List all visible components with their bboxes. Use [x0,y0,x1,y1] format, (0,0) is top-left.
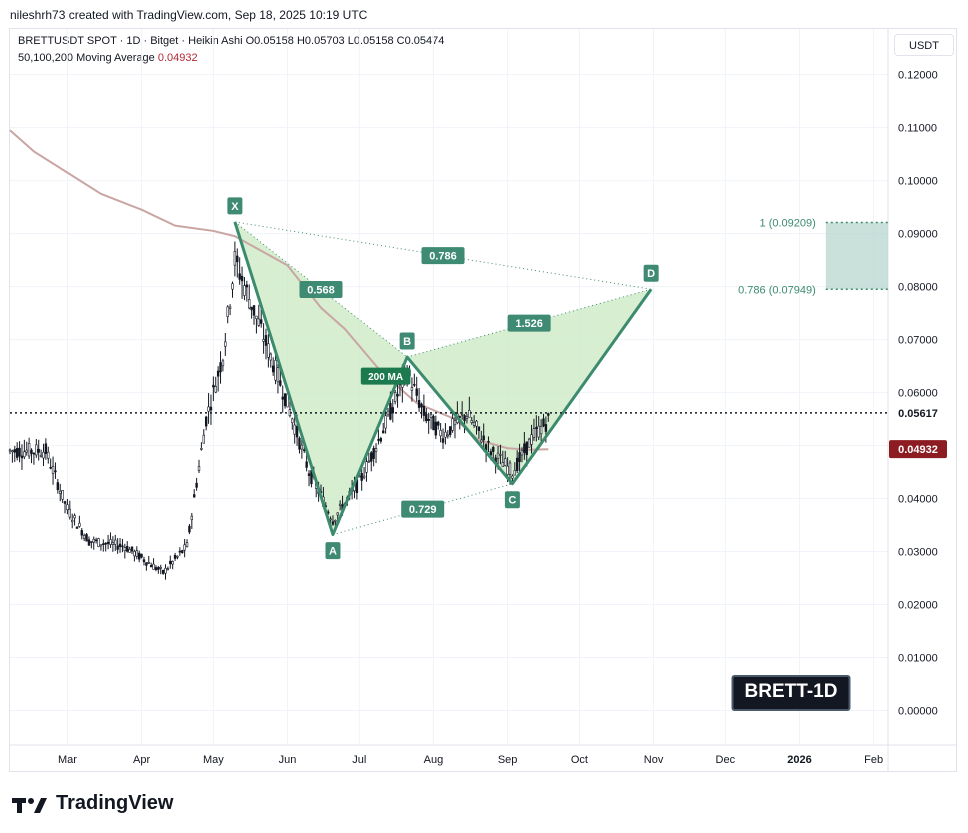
ma-legend-label: 50,100,200 Moving Average [18,52,155,64]
tradingview-brand-text: TradingView [56,792,174,814]
symbol-legend[interactable]: BRETTUSDT SPOT · 1D · Bitget · Heikin As… [18,35,445,47]
attribution-text: nileshrh73 created with TradingView.com,… [10,8,368,22]
ma-legend-value: 0.04932 [157,52,198,64]
chart-frame [9,28,957,772]
tradingview-logo-icon [12,797,47,813]
footer-brand: TradingView [12,792,173,815]
ma-legend[interactable]: 50,100,200 Moving Average 0.04932 [18,52,198,64]
currency-button[interactable]: USDT [894,34,954,56]
